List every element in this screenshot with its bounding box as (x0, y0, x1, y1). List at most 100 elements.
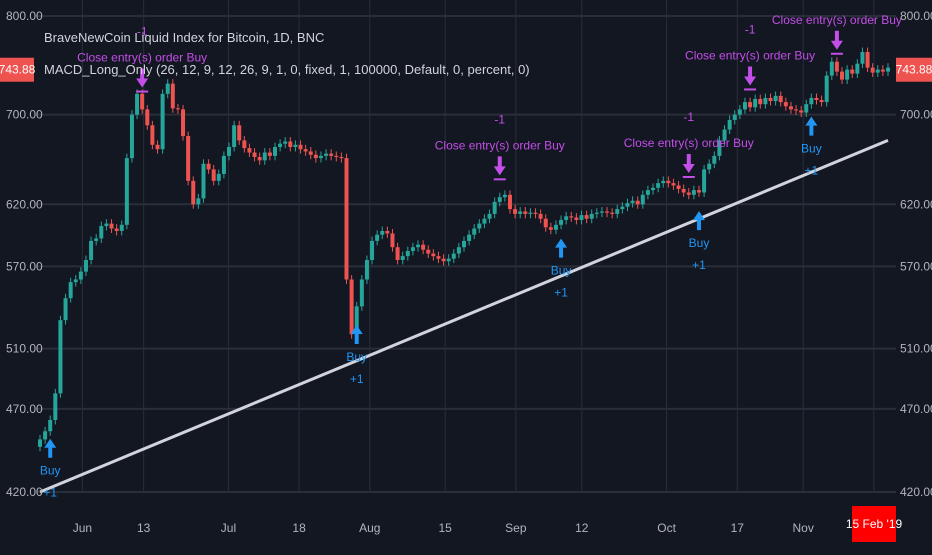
candle-body (441, 258, 446, 262)
candle-body (83, 259, 88, 272)
candle-body (553, 224, 558, 230)
candle-body (278, 143, 283, 148)
y-tick-label-right: 800.00 (900, 9, 932, 23)
candle-body (625, 203, 630, 207)
candle-body (109, 223, 114, 229)
candle-body (594, 212, 599, 214)
candle-body (237, 125, 242, 141)
candle-body (140, 93, 145, 110)
sell-arrow-icon (493, 156, 506, 176)
candle-body (206, 163, 211, 170)
candle-body (380, 230, 385, 235)
candle-body (221, 155, 226, 174)
candle-body (840, 71, 845, 80)
candle-body (201, 163, 206, 199)
candle-body (416, 244, 421, 248)
candle-body (145, 109, 150, 126)
candle-body (691, 190, 696, 195)
candle-body (150, 125, 155, 145)
candle-body (165, 83, 170, 94)
candle-body (804, 104, 809, 113)
study-legend[interactable]: MACD_Long_Only (26, 12, 9, 12, 26, 9, 1,… (44, 62, 530, 77)
candle-body (344, 158, 349, 280)
candle-body (543, 218, 548, 228)
close-qty-label: -1 (683, 110, 694, 124)
candle-body (405, 251, 410, 257)
candle-body (308, 151, 313, 155)
candle-body (124, 158, 129, 225)
x-tick-label: 13 (137, 521, 151, 535)
candle-body (661, 180, 666, 184)
candle-body (584, 215, 589, 219)
candle-body (242, 140, 247, 149)
last-price-tag-right (896, 57, 932, 82)
candle-body (298, 144, 303, 150)
candle-layer (38, 47, 890, 452)
y-tick-label-left: 800.00 (6, 9, 43, 23)
x-tick-label: 17 (731, 521, 745, 535)
candle-body (620, 206, 625, 210)
candle-body (53, 393, 58, 420)
candle-body (809, 97, 814, 105)
candle-body (763, 97, 768, 105)
candle-body (799, 110, 804, 113)
candle-body (58, 320, 63, 394)
close-qty-label: -1 (494, 112, 505, 126)
candle-body (681, 188, 686, 193)
candle-body (794, 109, 799, 111)
candle-body (170, 83, 175, 109)
candle-body (247, 148, 252, 153)
candle-body (758, 98, 763, 105)
candle-body (257, 156, 262, 161)
sell-marker-bar (744, 88, 757, 91)
y-tick-label-right: 510.00 (900, 342, 932, 356)
candle-body (533, 212, 538, 214)
candle-body (431, 253, 436, 257)
candle-body (451, 253, 456, 259)
candle-body (68, 282, 73, 299)
candle-body (390, 233, 395, 248)
candle-body (181, 109, 186, 137)
candle-body (548, 227, 553, 230)
candle-body (48, 419, 53, 432)
candle-body (712, 155, 717, 164)
candle-body (395, 247, 400, 260)
candle-body (288, 141, 293, 148)
candle-body (293, 144, 298, 148)
candle-body (462, 240, 466, 248)
buy-label: Buy (689, 236, 710, 250)
candle-body (824, 75, 829, 103)
candle-body (38, 439, 42, 447)
candle-body (232, 125, 237, 148)
candle-body (880, 69, 885, 72)
sell-marker-bar (136, 90, 149, 93)
candle-body (855, 63, 860, 74)
candle-body (528, 212, 533, 214)
candle-body (605, 211, 610, 213)
candle-body (742, 102, 747, 110)
x-tick-label: Aug (359, 521, 380, 535)
x-tick-label: 18 (292, 521, 306, 535)
candle-body (272, 147, 277, 156)
candle-body (43, 431, 48, 440)
candle-body (267, 152, 272, 156)
candle-body (89, 240, 94, 260)
y-tick-label-right: 620.00 (900, 197, 932, 211)
candle-body (252, 152, 257, 157)
candle-body (502, 194, 507, 198)
candle-body (467, 234, 472, 241)
last-price-label-right: 743.88 (896, 63, 932, 77)
candle-body (635, 200, 640, 205)
candle-body (129, 114, 134, 159)
candle-body (324, 153, 329, 156)
candle-body (753, 98, 758, 108)
candle-body (211, 169, 216, 181)
buy-label: Buy (801, 142, 822, 156)
buy-arrow-icon (692, 211, 705, 231)
axis-layer: 420.00 420.00 470.00 470.00 510.00 510.00 570.… (0, 9, 932, 542)
candle-body (487, 213, 492, 219)
candle-body (610, 212, 615, 214)
candle-body (482, 218, 487, 224)
